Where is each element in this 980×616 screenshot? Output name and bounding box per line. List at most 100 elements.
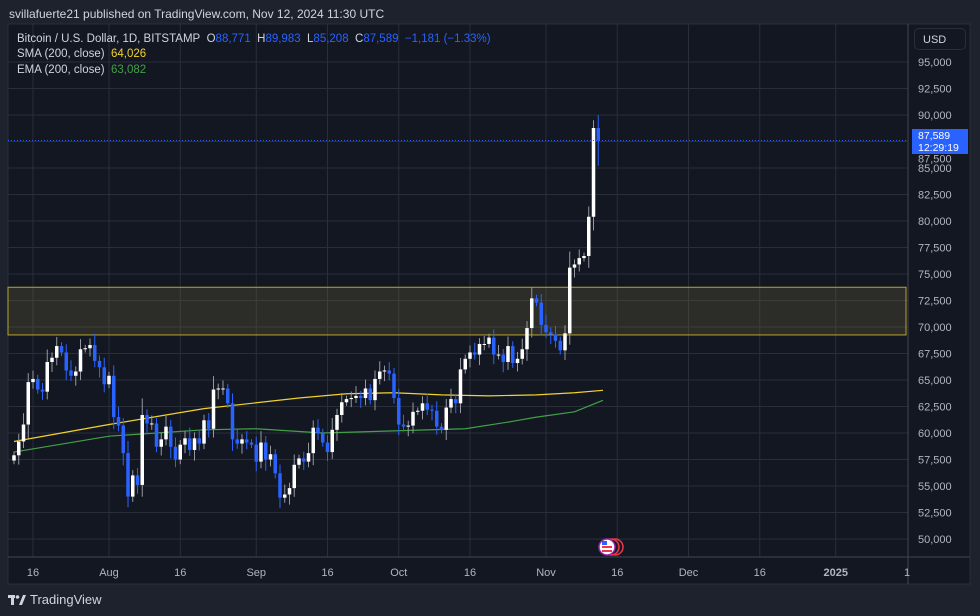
x-tick-label: 16 xyxy=(754,567,766,579)
low-value: 85,208 xyxy=(313,33,349,45)
candle-down xyxy=(69,370,73,376)
candle-down xyxy=(121,425,125,454)
candle-down xyxy=(116,417,121,426)
x-tick-label: 16 xyxy=(321,567,333,579)
ema-value: 63,082 xyxy=(110,64,147,76)
candle-up xyxy=(45,361,49,392)
low-label: L xyxy=(307,33,314,45)
publish-info: svillafuerte21 published on TradingView.… xyxy=(9,7,385,21)
candle-down xyxy=(102,367,106,385)
ema-legend[interactable]: EMA (200, close) 63,082 xyxy=(17,64,146,76)
candle-up xyxy=(17,441,21,456)
y-tick-label: 90,000 xyxy=(918,110,952,122)
candle-down xyxy=(321,433,325,443)
candle-up xyxy=(411,411,415,426)
x-tick-label: Sep xyxy=(246,567,266,579)
y-tick-label: 70,000 xyxy=(918,322,952,334)
candle-down xyxy=(392,373,396,399)
candle-up xyxy=(164,426,168,440)
candle-up xyxy=(525,328,529,350)
high-label: H xyxy=(257,33,266,45)
candle-up xyxy=(297,458,301,465)
candle-up xyxy=(572,264,577,268)
candle-up xyxy=(382,370,387,372)
candle-down xyxy=(387,370,391,374)
candle-up xyxy=(515,358,520,364)
candle-up xyxy=(268,454,273,460)
candle-down xyxy=(93,345,97,361)
candle-up xyxy=(449,399,453,408)
candle-up xyxy=(530,298,534,329)
candle-up xyxy=(311,427,315,454)
candle-down xyxy=(40,389,45,392)
y-tick-label: 77,500 xyxy=(918,243,952,255)
sma-legend[interactable]: SMA (200, close) 64,026 xyxy=(17,48,146,60)
candle-down xyxy=(539,302,543,325)
candle-down xyxy=(397,398,401,425)
candle-up xyxy=(568,267,572,334)
candle-up xyxy=(192,438,197,450)
candle-down xyxy=(112,375,116,418)
candle-up xyxy=(131,475,135,497)
candle-up xyxy=(74,371,78,376)
candle-down xyxy=(235,439,239,444)
time-axis[interactable]: 16 Aug 16 Sep 16 Oct 16 Nov 16 Dec 16 2025 1 xyxy=(27,567,910,579)
candle-down xyxy=(245,439,249,443)
candle-down xyxy=(473,352,477,355)
bar-countdown: 12:29:19 xyxy=(918,141,959,154)
candle-up xyxy=(306,453,311,462)
candle-down xyxy=(249,442,254,445)
candle-up xyxy=(83,348,87,350)
candle-up xyxy=(468,352,472,359)
y-tick-label: 72,500 xyxy=(918,296,952,308)
x-tick-label: Oct xyxy=(390,567,407,579)
brand-name: TradingView xyxy=(30,592,102,607)
candle-down xyxy=(368,388,372,401)
candle-up xyxy=(12,455,16,461)
currency-button[interactable]: USD xyxy=(914,28,966,50)
close-value: 87,589 xyxy=(363,33,399,45)
candle-up xyxy=(240,439,244,444)
candle-down xyxy=(492,337,496,355)
y-tick-label: 80,000 xyxy=(918,216,952,228)
candle-up xyxy=(420,403,425,411)
y-tick-label: 52,500 xyxy=(918,508,952,520)
candle-up xyxy=(487,337,491,344)
y-tick-label: 95,000 xyxy=(918,57,952,69)
y-tick-label: 50,000 xyxy=(918,534,952,546)
x-tick-label: 16 xyxy=(611,567,623,579)
candle-up xyxy=(107,375,111,385)
candle-down xyxy=(230,403,235,440)
candle-up xyxy=(349,398,353,400)
x-tick-label: Nov xyxy=(536,567,556,579)
candle-up xyxy=(463,358,467,370)
candle-down xyxy=(154,423,159,447)
candle-up xyxy=(202,420,206,444)
candle-down xyxy=(439,426,444,430)
candle-up xyxy=(78,349,83,372)
candle-up xyxy=(520,349,524,359)
candle-up xyxy=(335,414,339,430)
candle-up xyxy=(563,333,567,351)
candle-down xyxy=(273,454,277,474)
us-flag-event-icon[interactable] xyxy=(598,538,624,556)
candle-up xyxy=(482,343,486,345)
x-tick-label: 16 xyxy=(27,567,39,579)
open-value: 88,771 xyxy=(215,33,251,45)
x-tick-label: 16 xyxy=(174,567,186,579)
candle-down xyxy=(188,438,192,450)
candle-down xyxy=(173,446,178,460)
candle-up xyxy=(216,388,220,390)
candle-up xyxy=(344,399,349,403)
candle-up xyxy=(292,464,296,489)
candle-down xyxy=(558,340,562,351)
resistance-zone xyxy=(7,286,907,336)
candle-up xyxy=(259,442,263,462)
candle-down xyxy=(454,399,458,404)
last-price-label: 87,589 12:29:19 xyxy=(912,128,968,154)
candle-down xyxy=(425,403,429,410)
candle-down xyxy=(325,442,330,453)
candle-down xyxy=(430,409,434,411)
